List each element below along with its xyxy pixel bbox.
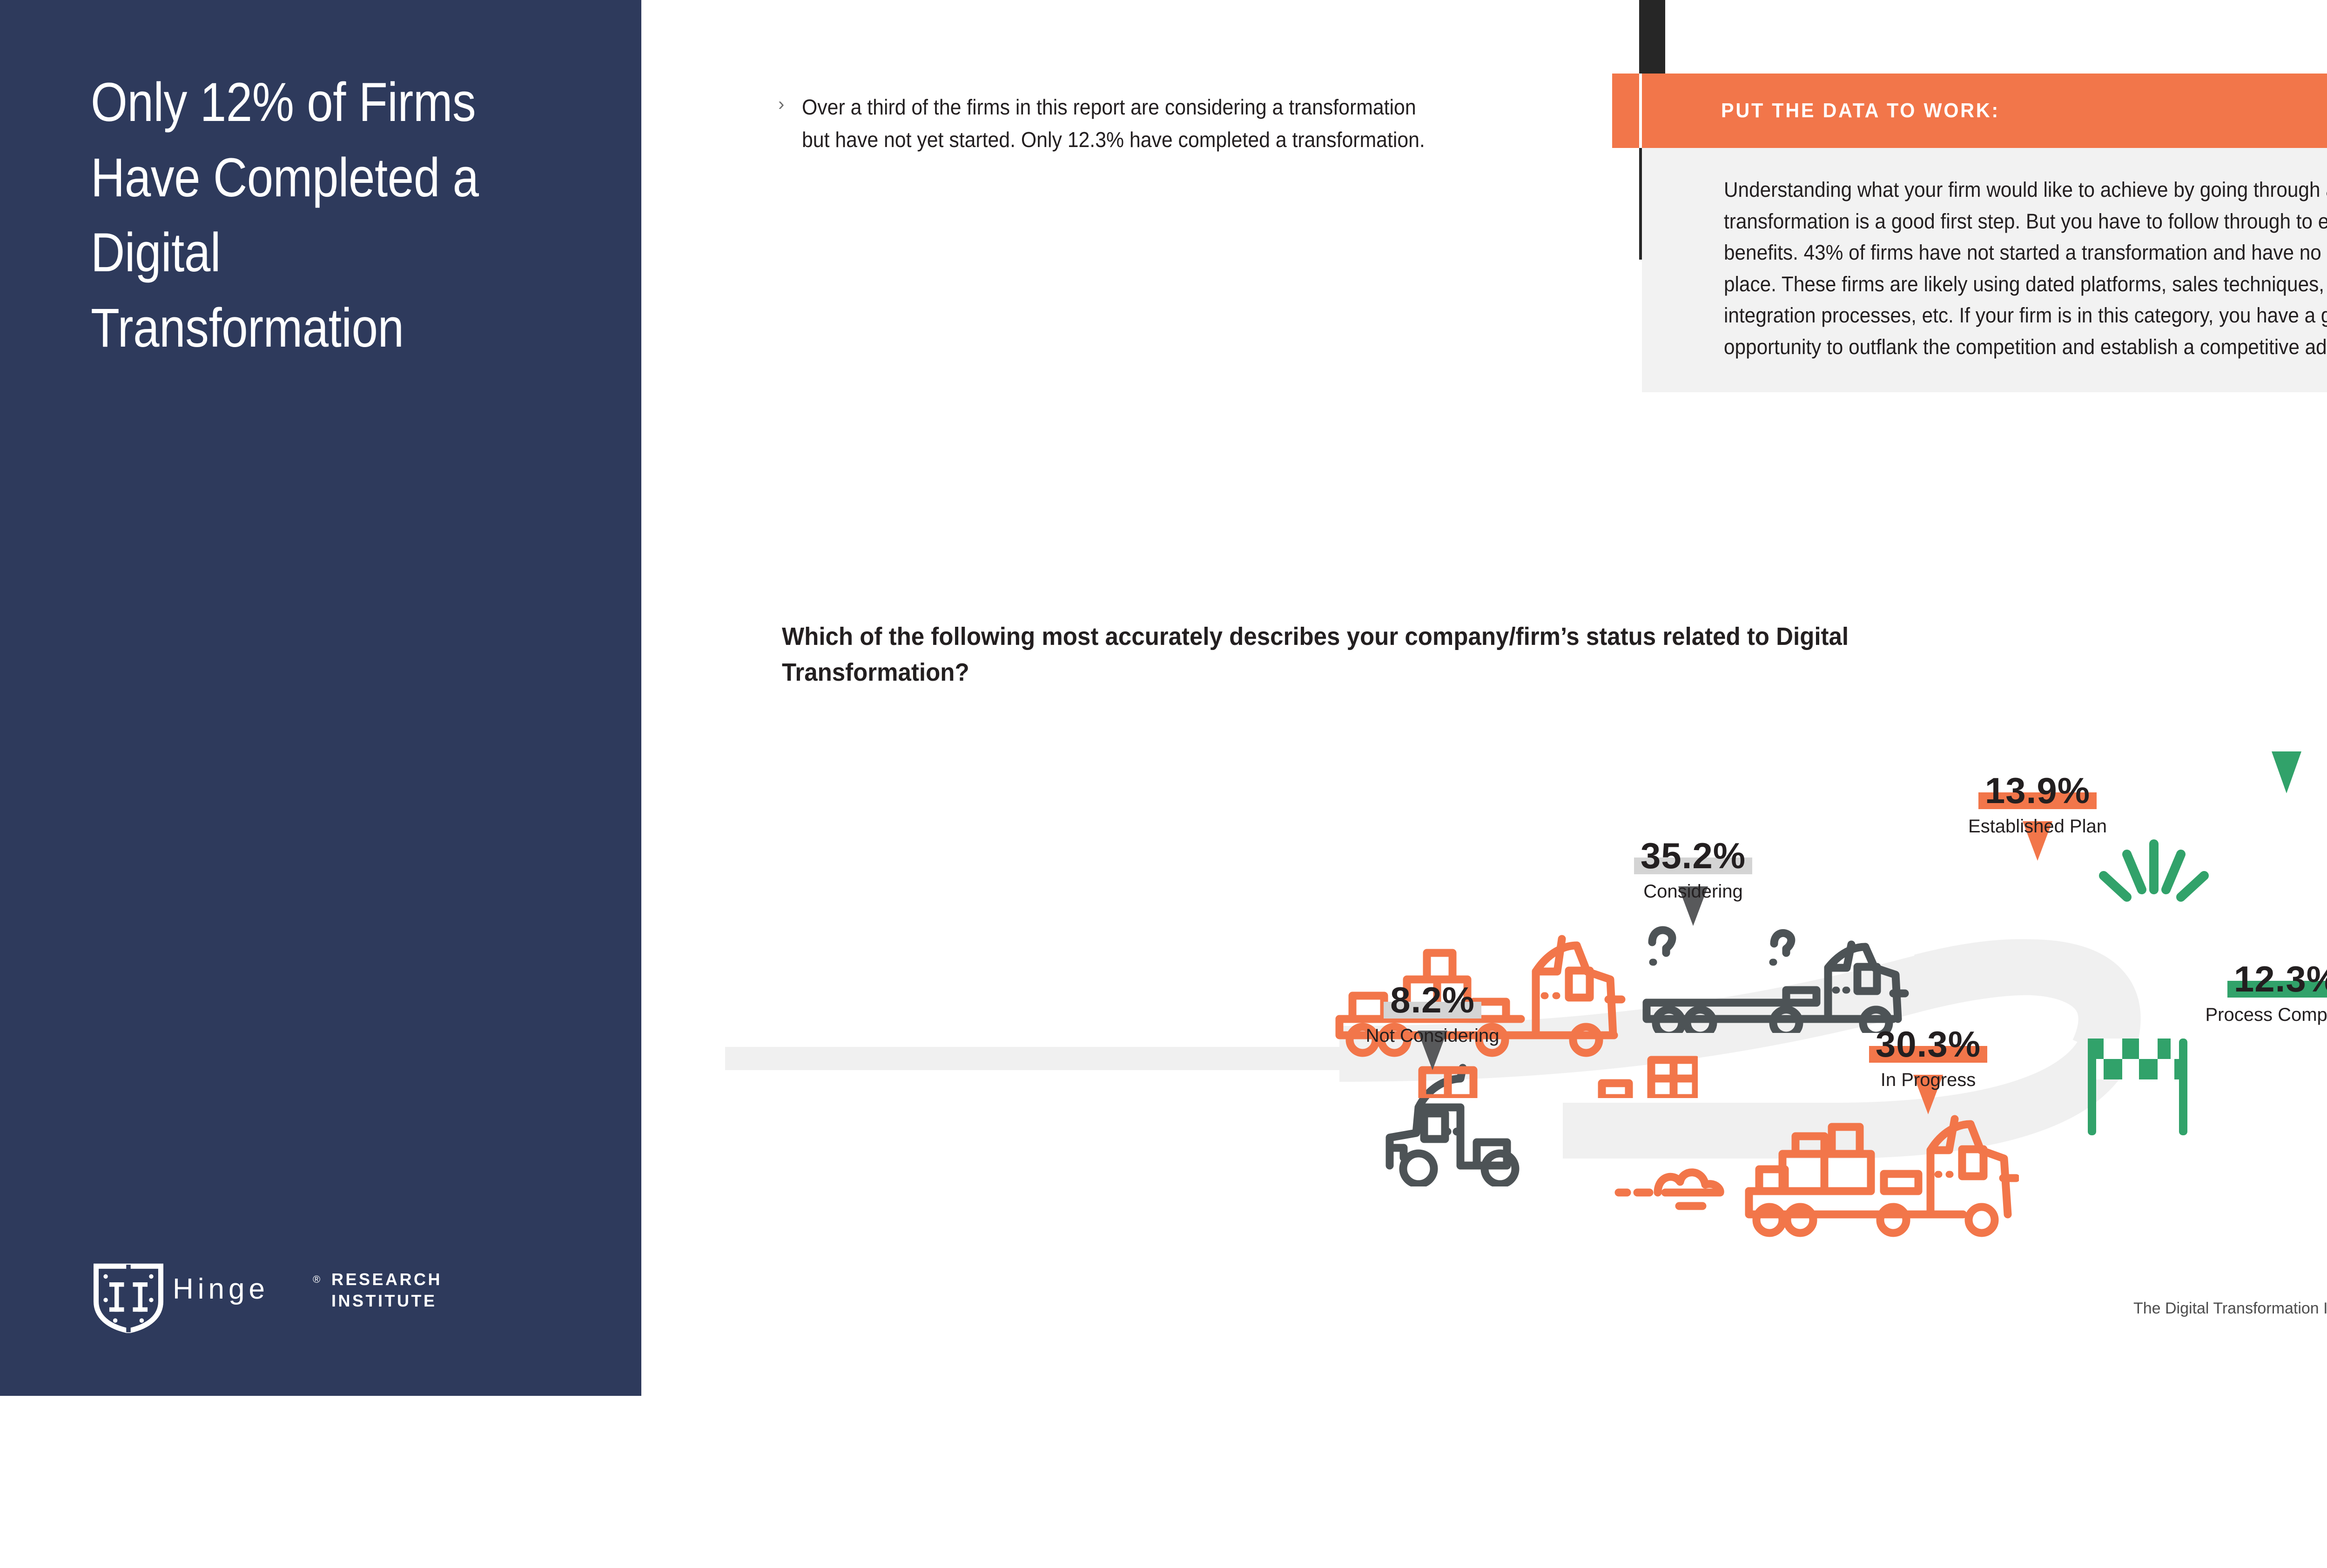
footer-document-title: The Digital Transformation Imperative [2133, 1300, 2327, 1317]
pointer-triangle-established-plan [2023, 821, 2052, 861]
callout-accent-bar-top [1639, 0, 1665, 74]
stat-label: Not Considering [1365, 1025, 1500, 1046]
callout-header: PUT THE DATA TO WORK: [1642, 74, 2327, 148]
hinge-shield-icon [94, 1263, 163, 1333]
logo-subtitle-line1: RESEARCH [331, 1270, 443, 1289]
logo-subtitle-line2: INSTITUTE [331, 1291, 437, 1311]
pointer-triangle-considering [1678, 886, 1708, 926]
stat-in-progress: 30.3% In Progress [1826, 1024, 2031, 1090]
callout-body-text: Understanding what your firm would like … [1724, 178, 2327, 359]
pointer-triangle-not-considering [1418, 1031, 1447, 1070]
logo-subtitle: RESEARCH INSTITUTE [331, 1269, 442, 1312]
list-item: › Over a third of the firms in this repo… [778, 91, 1486, 156]
semi-truck-icon [1385, 1064, 1520, 1186]
stat-value-wrap: 30.3% [1869, 1024, 1988, 1065]
loaded-truck-in-motion-icon [1614, 1115, 2019, 1237]
stat-value-wrap: 35.2% [1634, 835, 1753, 876]
bullet-text: Over a third of the firms in this report… [802, 95, 1426, 152]
page-title: Only 12% of Firms Have Completed a Digit… [91, 72, 479, 359]
stat-highlight-bar [1384, 1001, 1481, 1019]
pointer-triangle-in-progress [1913, 1075, 1943, 1114]
stat-value: 12.3% [2233, 958, 2327, 999]
stat-label: Process Completed [2205, 1004, 2327, 1025]
footer: The Digital Transformation Imperative | … [2133, 1298, 2327, 1318]
stat-highlight-bar [1869, 1045, 1988, 1063]
stat-value-wrap: 8.2% [1384, 979, 1481, 1020]
stat-value-wrap: 13.9% [1978, 770, 2097, 811]
stat-not-considering: 8.2% Not Considering [1330, 979, 1535, 1046]
stat-value: 30.3% [1875, 1024, 1981, 1065]
digital-transformation-journey-chart: 8.2% Not Considering 35.2% Considering 1… [641, 661, 2327, 1312]
callout-body: Understanding what your firm would like … [1642, 148, 2327, 392]
stat-value-wrap: 12.3% [2227, 958, 2327, 999]
stat-highlight-bar [1634, 857, 1753, 874]
callout-heading-text: PUT THE DATA TO WORK: [1721, 99, 2000, 122]
loaded-truck-icon [1335, 935, 1698, 1098]
bullet-list: › Over a third of the firms in this repo… [778, 91, 1486, 156]
chevron-right-icon: › [778, 94, 785, 114]
finish-line-icon [2088, 1039, 2187, 1135]
logo-brand-text: Hinge [173, 1273, 269, 1305]
pointer-triangle-process-completed [2272, 751, 2301, 793]
slide-canvas: Only 12% of Firms Have Completed a Digit… [0, 0, 2327, 1396]
stat-highlight-bar [2227, 980, 2327, 998]
stat-value: 8.2% [1390, 979, 1475, 1020]
stat-value: 13.9% [1984, 770, 2091, 811]
stat-label: In Progress [1880, 1069, 1976, 1090]
flatbed-truck-with-questions-icon [1642, 926, 1909, 1033]
stat-value: 35.2% [1640, 835, 1746, 876]
put-the-data-to-work-callout: PUT THE DATA TO WORK: Understanding what… [1642, 74, 2327, 392]
hinge-research-institute-logo: Hinge ® RESEARCH INSTITUTE [91, 1263, 440, 1333]
left-title-panel: Only 12% of Firms Have Completed a Digit… [0, 0, 641, 1396]
celebration-rays-icon [2099, 839, 2209, 902]
spacer-icon [1628, 1563, 1633, 1568]
stat-process-completed: 12.3% Process Completed [2184, 958, 2327, 1025]
chart-question-title: Which of the following most accurately d… [782, 623, 1849, 686]
registered-trademark-icon: ® [313, 1273, 321, 1285]
callout-accent-tab-left [1612, 74, 1639, 148]
stat-established-plan: 13.9% Established Plan [1935, 770, 2140, 837]
stat-label: Established Plan [1968, 816, 2107, 837]
stat-label: Considering [1643, 881, 1743, 902]
stat-considering: 35.2% Considering [1591, 835, 1796, 902]
stat-highlight-bar [1978, 792, 2097, 809]
